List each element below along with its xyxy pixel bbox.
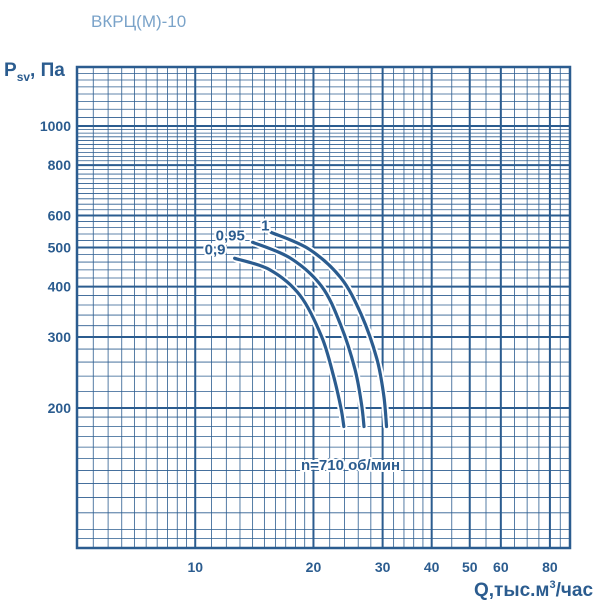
- curve-label-halo: 0,95: [216, 227, 245, 244]
- curve-label: 1: [261, 217, 269, 234]
- curve-label-halo: 0,9: [205, 241, 226, 258]
- performance-curve-1: [233, 256, 346, 429]
- performance-curve-2: [251, 240, 366, 429]
- x-tick-label: 20: [306, 559, 322, 575]
- x-tick-label: 30: [375, 559, 391, 575]
- y-tick-label: 1000: [40, 118, 71, 134]
- y-axis-label: Psv, Па: [4, 60, 65, 84]
- chart-title: ВКРЦ(М)-10: [91, 12, 186, 31]
- curve-label-halo: 1: [261, 217, 269, 234]
- curve-label: 0,9: [205, 241, 226, 258]
- x-tick-label: 80: [542, 559, 558, 575]
- x-tick-labels: 10 20 30 40 50 60 80: [187, 559, 557, 575]
- y-tick-labels: 200 300 400 500 600 800 1000: [40, 118, 71, 416]
- y-tick-label: 600: [48, 208, 72, 224]
- y-tick-label: 500: [48, 239, 72, 255]
- y-tick-label: 200: [48, 400, 72, 416]
- y-tick-label: 800: [48, 157, 72, 173]
- x-tick-label: 10: [187, 559, 203, 575]
- x-tick-label: 40: [424, 559, 440, 575]
- plot-grid: [77, 67, 570, 548]
- y-tick-label: 300: [48, 329, 72, 345]
- curve-halo: [267, 228, 391, 431]
- x-axis-label: Q,тыс.м3/час: [474, 579, 594, 601]
- x-tick-label: 60: [493, 559, 509, 575]
- curve-label: 0,95: [216, 227, 245, 244]
- speed-annotation: n=710 об/мин: [301, 457, 400, 474]
- performance-curve-3: [269, 230, 389, 429]
- y-tick-label: 400: [48, 279, 72, 295]
- performance-curves: [231, 228, 391, 431]
- speed-annotation-halo: n=710 об/мин: [301, 457, 400, 474]
- x-tick-label: 50: [462, 559, 478, 575]
- plot-frame: [75, 65, 572, 550]
